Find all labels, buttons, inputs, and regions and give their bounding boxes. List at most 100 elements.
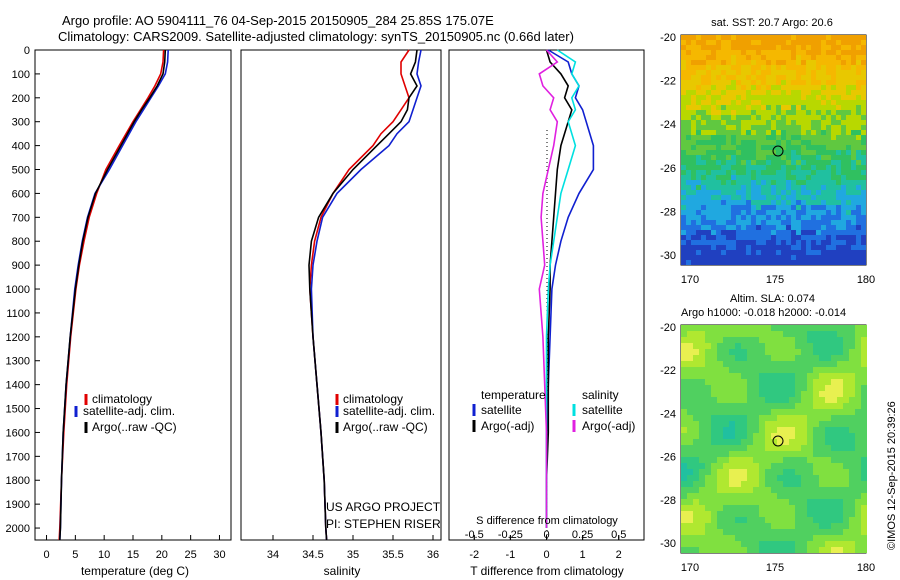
sst-map-cell bbox=[856, 165, 861, 170]
sst-map-cell bbox=[821, 125, 826, 130]
sla-map-cell bbox=[819, 349, 825, 355]
sst-map-cell bbox=[716, 185, 721, 190]
sst-map-cell bbox=[826, 110, 831, 115]
sla-map-cell bbox=[693, 517, 699, 523]
sst-map-cell bbox=[836, 255, 841, 260]
sst-map-cell bbox=[801, 115, 806, 120]
sst-map-cell bbox=[746, 150, 751, 155]
sla-map-cell bbox=[807, 421, 813, 427]
sst-map-cell bbox=[836, 45, 841, 50]
sst-map-cell bbox=[726, 130, 731, 135]
sst-map-cell bbox=[831, 200, 836, 205]
sst-map-cell bbox=[776, 240, 781, 245]
sst-map-cell bbox=[861, 230, 866, 235]
sst-map-cell bbox=[831, 160, 836, 165]
sla-map-cell bbox=[819, 373, 825, 379]
sst-map-cell bbox=[731, 190, 736, 195]
sst-map-cell bbox=[831, 145, 836, 150]
sst-map-cell bbox=[826, 90, 831, 95]
sst-map-cell bbox=[831, 50, 836, 55]
sla-map-cell bbox=[759, 367, 765, 373]
sst-map-cell bbox=[776, 175, 781, 180]
sst-map-cell bbox=[786, 235, 791, 240]
sla-map-cell bbox=[843, 325, 849, 331]
sst-map-cell bbox=[771, 70, 776, 75]
sst-map-cell bbox=[776, 40, 781, 45]
sst-map-cell bbox=[691, 90, 696, 95]
sst-map-cell bbox=[851, 235, 856, 240]
sst-map-cell bbox=[681, 195, 686, 200]
sst-map-cell bbox=[781, 75, 786, 80]
sla-map-cell bbox=[741, 505, 747, 511]
sst-map-cell bbox=[706, 165, 711, 170]
sst-map-cell bbox=[756, 50, 761, 55]
sst-map-cell bbox=[786, 240, 791, 245]
sla-map-cell bbox=[765, 445, 771, 451]
depth-tick-label: 300 bbox=[12, 117, 30, 129]
sst-map-cell bbox=[786, 50, 791, 55]
sla-map-cell bbox=[753, 523, 759, 529]
sst-map-cell bbox=[851, 170, 856, 175]
sst-map-cell bbox=[816, 150, 821, 155]
sst-map-cell bbox=[846, 60, 851, 65]
legend-t-satellite-label: satellite bbox=[481, 403, 522, 417]
sst-map-cell bbox=[826, 50, 831, 55]
sst-map-cell bbox=[846, 130, 851, 135]
sla-map-cell bbox=[777, 457, 783, 463]
sst-map-cell bbox=[771, 50, 776, 55]
sla-map-cell bbox=[795, 385, 801, 391]
sla-map-cell bbox=[807, 391, 813, 397]
sst-map-cell bbox=[696, 185, 701, 190]
sst-map-cell bbox=[751, 235, 756, 240]
sst-map-cell bbox=[836, 85, 841, 90]
sla-map-cell bbox=[723, 469, 729, 475]
sla-map-cell bbox=[717, 325, 723, 331]
sst-map-cell bbox=[826, 140, 831, 145]
sst-map-cell bbox=[861, 235, 866, 240]
sla-map-cell bbox=[753, 379, 759, 385]
sst-map-cell bbox=[841, 110, 846, 115]
sst-map-cell bbox=[851, 45, 856, 50]
sst-map-cell bbox=[761, 65, 766, 70]
sst-map-cell bbox=[701, 90, 706, 95]
sst-map-cell bbox=[721, 55, 726, 60]
sla-map-cell bbox=[855, 337, 861, 343]
sst-map-cell bbox=[836, 120, 841, 125]
sst-map-cell bbox=[821, 40, 826, 45]
sst-map-cell bbox=[796, 130, 801, 135]
sst-map-cell bbox=[736, 220, 741, 225]
sla-map-cell bbox=[759, 499, 765, 505]
sst-map-cell bbox=[816, 185, 821, 190]
sst-map-cell bbox=[721, 185, 726, 190]
sst-map-cell bbox=[821, 50, 826, 55]
sst-map-cell bbox=[796, 170, 801, 175]
sla-map-cell bbox=[693, 547, 699, 553]
sla-map-cell bbox=[765, 337, 771, 343]
sst-map-cell bbox=[786, 260, 791, 265]
sla-map-cell bbox=[807, 523, 813, 529]
sst-map-cell bbox=[816, 215, 821, 220]
sst-map-cell bbox=[796, 45, 801, 50]
sla-map-cell bbox=[747, 367, 753, 373]
sla-map-cell bbox=[855, 361, 861, 367]
sst-map-cell bbox=[861, 105, 866, 110]
sla-map-cell bbox=[705, 463, 711, 469]
sla-map-cell bbox=[837, 367, 843, 373]
sst-map-cell bbox=[826, 175, 831, 180]
sla-map-cell bbox=[795, 397, 801, 403]
sla-map-cell bbox=[753, 541, 759, 547]
sla-map-cell bbox=[705, 433, 711, 439]
sst-map-cell bbox=[731, 120, 736, 125]
sla-map-cell bbox=[735, 349, 741, 355]
sst-map-cell bbox=[681, 40, 686, 45]
sst-map-cell bbox=[711, 65, 716, 70]
sla-map-cell bbox=[699, 379, 705, 385]
sst-map-cell bbox=[811, 180, 816, 185]
sst-map-cell bbox=[851, 65, 856, 70]
sst-map-cell bbox=[751, 190, 756, 195]
sst-map-cell bbox=[701, 190, 706, 195]
sla-map-cell bbox=[843, 415, 849, 421]
sst-map-cell bbox=[861, 90, 866, 95]
sla-map-cell bbox=[807, 457, 813, 463]
sla-map-cell bbox=[711, 337, 717, 343]
